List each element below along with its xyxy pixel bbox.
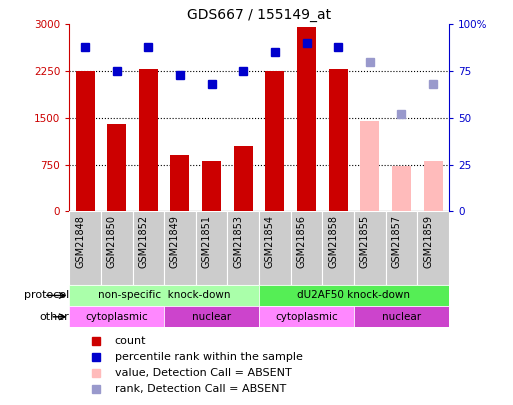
Bar xyxy=(354,306,449,328)
Text: value, Detection Call = ABSENT: value, Detection Call = ABSENT xyxy=(115,368,291,378)
Bar xyxy=(107,124,126,211)
Text: GSM21848: GSM21848 xyxy=(75,215,85,268)
Bar xyxy=(196,211,227,285)
Text: rank, Detection Call = ABSENT: rank, Detection Call = ABSENT xyxy=(115,384,286,394)
Bar xyxy=(424,162,443,211)
Bar xyxy=(69,285,259,306)
Text: nuclear: nuclear xyxy=(192,312,231,322)
Text: GSM21855: GSM21855 xyxy=(360,215,370,268)
Text: GSM21854: GSM21854 xyxy=(265,215,275,268)
Bar xyxy=(227,211,259,285)
Text: percentile rank within the sample: percentile rank within the sample xyxy=(115,352,303,362)
Title: GDS667 / 155149_at: GDS667 / 155149_at xyxy=(187,8,331,22)
Bar xyxy=(164,306,259,328)
Bar xyxy=(202,162,221,211)
Bar xyxy=(417,211,449,285)
Bar xyxy=(69,306,164,328)
Bar xyxy=(265,71,284,211)
Text: cytoplasmic: cytoplasmic xyxy=(85,312,148,322)
Bar xyxy=(69,211,101,285)
Text: count: count xyxy=(115,336,146,346)
Text: GSM21851: GSM21851 xyxy=(202,215,211,268)
Bar xyxy=(297,28,316,211)
Text: cytoplasmic: cytoplasmic xyxy=(275,312,338,322)
Text: GSM21853: GSM21853 xyxy=(233,215,243,268)
Text: GSM21858: GSM21858 xyxy=(328,215,338,268)
Bar xyxy=(259,306,354,328)
Bar xyxy=(329,69,348,211)
Text: protocol: protocol xyxy=(24,290,69,301)
Bar xyxy=(386,211,417,285)
Bar xyxy=(170,155,189,211)
Bar xyxy=(360,121,379,211)
Bar xyxy=(164,211,196,285)
Text: GSM21859: GSM21859 xyxy=(423,215,433,268)
Text: GSM21852: GSM21852 xyxy=(139,215,148,268)
Bar xyxy=(322,211,354,285)
Bar xyxy=(259,285,449,306)
Bar xyxy=(139,69,158,211)
Text: GSM21856: GSM21856 xyxy=(297,215,306,268)
Text: GSM21849: GSM21849 xyxy=(170,215,180,268)
Bar xyxy=(291,211,322,285)
Text: GSM21850: GSM21850 xyxy=(107,215,117,268)
Text: dU2AF50 knock-down: dU2AF50 knock-down xyxy=(298,290,410,301)
Bar xyxy=(234,146,253,211)
Bar xyxy=(132,211,164,285)
Bar xyxy=(101,211,132,285)
Text: other: other xyxy=(40,312,69,322)
Text: GSM21857: GSM21857 xyxy=(391,215,401,268)
Bar xyxy=(354,211,386,285)
Bar xyxy=(75,71,94,211)
Text: non-specific  knock-down: non-specific knock-down xyxy=(98,290,230,301)
Bar xyxy=(392,166,411,211)
Bar xyxy=(259,211,291,285)
Text: nuclear: nuclear xyxy=(382,312,421,322)
